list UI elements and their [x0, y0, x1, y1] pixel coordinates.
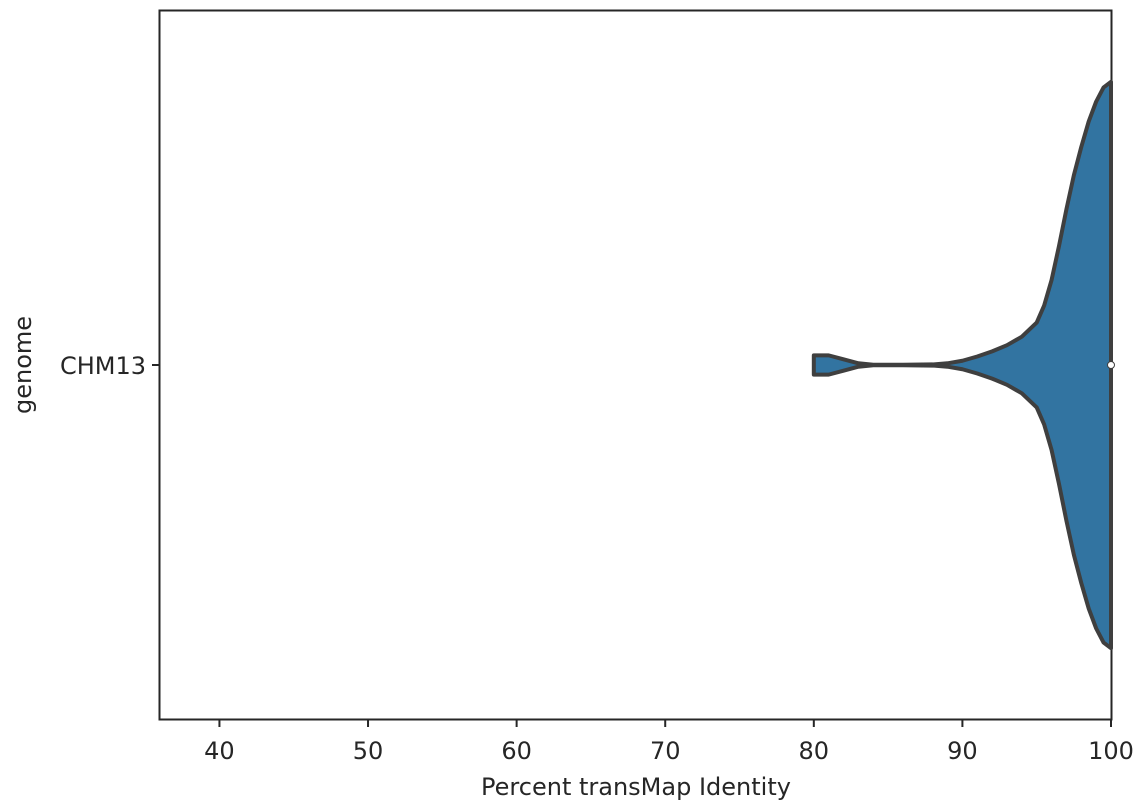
x-tick-label: 80 [799, 737, 830, 765]
x-axis-ticks: 40 50 60 70 80 90 100 [204, 719, 1134, 765]
y-axis-label: genome [9, 316, 37, 414]
median-marker [1107, 361, 1115, 369]
plot-area [158, 9, 1115, 721]
violins [811, 79, 1115, 651]
x-tick-label: 50 [353, 737, 384, 765]
x-axis-label: Percent transMap Identity [481, 773, 791, 801]
x-tick-label: 60 [501, 737, 532, 765]
x-tick-label: 100 [1088, 737, 1134, 765]
y-axis-ticks: CHM13 [60, 352, 160, 380]
x-tick-label: 70 [650, 737, 681, 765]
x-tick-label: 90 [947, 737, 978, 765]
x-tick-label: 40 [204, 737, 235, 765]
y-tick-label: CHM13 [60, 352, 146, 380]
violin-body-chm13 [811, 79, 1113, 651]
